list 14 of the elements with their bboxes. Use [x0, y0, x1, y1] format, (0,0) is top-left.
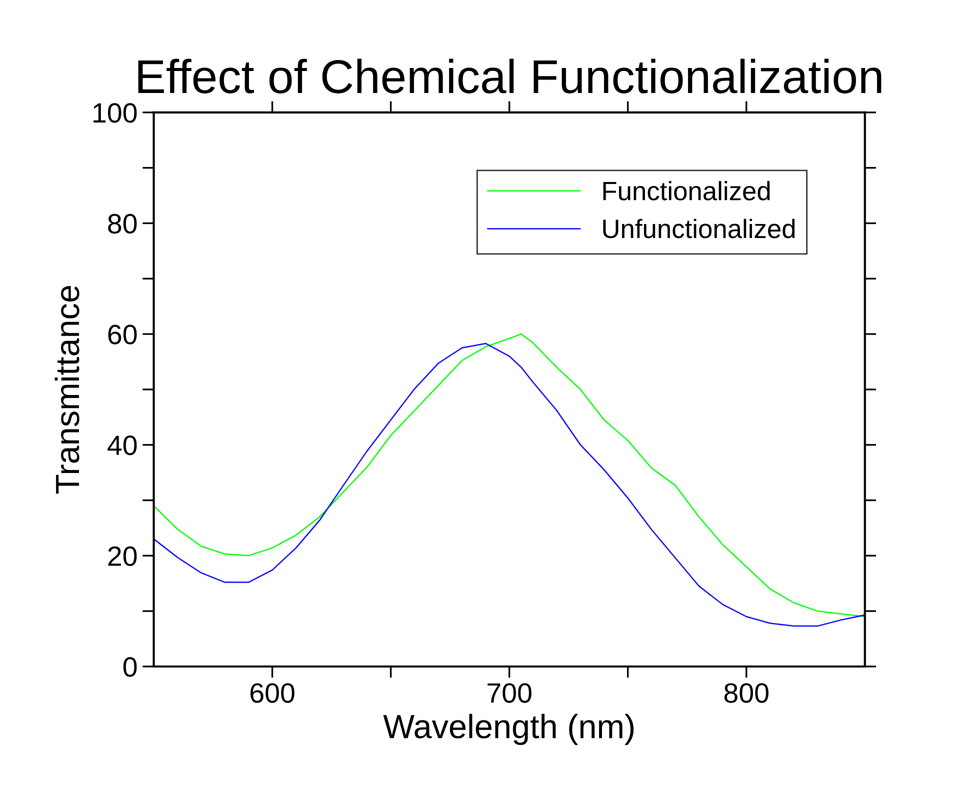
y-tick-label: 20: [108, 546, 137, 566]
y-tick-label: 40: [108, 436, 137, 456]
y-tick-label: 100: [94, 103, 137, 123]
y-axis-title: Transmittance: [54, 286, 80, 494]
y-tick-label: 60: [108, 324, 137, 344]
legend-label: Unfunctionalized: [603, 218, 795, 238]
legend-label: Functionalized: [603, 181, 770, 200]
chart-title: Effect of Chemical Functionalization: [138, 58, 882, 94]
y-tick-label: 80: [108, 214, 137, 234]
x-tick-label: 700: [488, 683, 532, 703]
y-tick-label: 0: [123, 657, 137, 677]
x-tick-label: 800: [724, 683, 768, 703]
x-axis-title: Wavelength (nm): [383, 714, 634, 745]
x-tick-label: 600: [250, 683, 294, 703]
